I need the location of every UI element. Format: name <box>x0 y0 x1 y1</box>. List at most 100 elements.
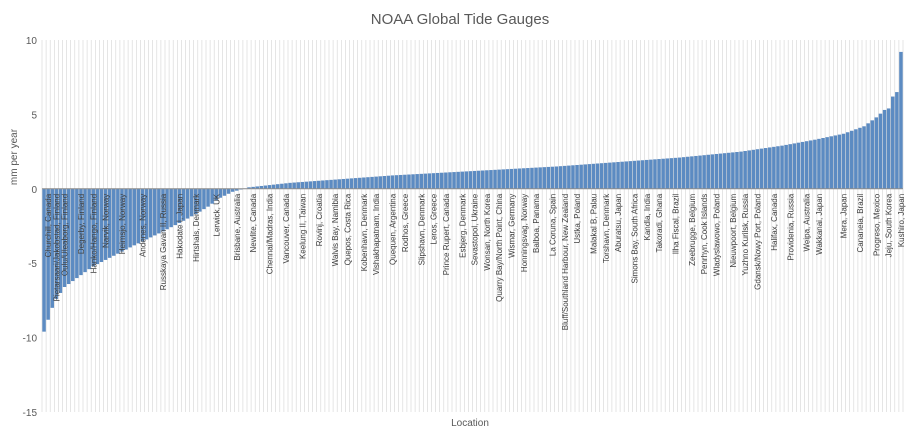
bar <box>173 188 177 226</box>
bar <box>870 120 874 189</box>
bar <box>79 188 83 276</box>
bar <box>144 188 149 240</box>
bar <box>608 162 612 189</box>
bar <box>591 163 596 189</box>
bar <box>620 161 624 189</box>
x-tick-label: Heimsjo, Norway <box>118 194 127 254</box>
bar <box>751 149 756 189</box>
bar <box>103 188 108 260</box>
x-tick-label: Vishakhapatnam, India <box>372 193 381 275</box>
bar <box>489 170 493 189</box>
bar <box>735 151 739 189</box>
x-tick-label: Leros, Greece <box>430 193 439 244</box>
bar <box>435 172 440 189</box>
bar <box>743 151 747 189</box>
bar <box>177 188 182 224</box>
bar <box>522 168 526 189</box>
y-tick-labels: 10 5 0 -5 -10 -15 <box>23 36 38 419</box>
bar <box>509 168 514 189</box>
x-tick-label: Mera, Japan <box>840 194 849 238</box>
bar <box>776 146 780 189</box>
bar <box>378 176 382 189</box>
bar <box>714 153 719 189</box>
bar <box>42 188 46 332</box>
bar <box>694 155 698 189</box>
bar <box>247 187 251 189</box>
bar <box>845 132 850 189</box>
bar <box>534 167 538 189</box>
bar <box>768 147 772 189</box>
bar <box>46 188 50 320</box>
bar <box>91 188 95 267</box>
y-tick-label: -5 <box>28 259 37 270</box>
bar <box>230 188 235 192</box>
bar <box>382 176 387 189</box>
x-tick-label: Prince Rupert, Canada <box>442 193 451 275</box>
bar <box>784 144 788 189</box>
bar <box>677 157 682 189</box>
bar <box>263 185 268 189</box>
x-tick-label: Cananeia, Brazil <box>856 194 865 253</box>
x-tick-label: Yuzhno Kurilsk, Russia <box>741 193 750 275</box>
x-tick-label: Progreso, Mexico <box>872 193 881 256</box>
x-tick-label: Wladyslawowo, Poland <box>712 194 721 276</box>
bar <box>452 172 456 189</box>
bar <box>829 136 833 189</box>
x-tick-label: Lerwick, UK <box>212 193 221 236</box>
bar <box>161 188 165 232</box>
x-tick-label: Hanko/Hango, Finland <box>89 194 98 274</box>
bar <box>280 183 284 189</box>
bar <box>804 141 809 189</box>
x-tick-label: La Coruna, Spain <box>548 194 557 256</box>
bar <box>407 174 411 189</box>
bar <box>854 129 858 189</box>
x-tick-label: Balboa, Panama <box>532 193 541 253</box>
bar <box>673 157 678 189</box>
bar <box>505 169 510 189</box>
bar <box>83 188 87 273</box>
bar <box>300 181 305 189</box>
x-tick-label: Rodhos, Greece <box>401 193 410 252</box>
x-tick-label: Quequen, Argentina <box>389 193 398 265</box>
bar <box>341 178 346 189</box>
bar <box>366 177 370 189</box>
bar <box>431 173 436 189</box>
bar <box>189 188 194 217</box>
bar <box>337 179 341 189</box>
bar <box>681 157 686 189</box>
bar <box>308 181 313 189</box>
bar <box>722 153 727 189</box>
bar <box>763 148 768 189</box>
bar <box>501 169 505 189</box>
bar <box>538 167 542 189</box>
bar <box>120 188 124 252</box>
bar <box>399 174 403 189</box>
x-tick-label: Wismar, Germany <box>507 194 516 258</box>
x-tick-label: Aburatsu, Japan <box>614 194 623 252</box>
bar <box>71 188 75 282</box>
x-tick-label: Bluff/Southland Harbour, New Zealand <box>561 194 570 330</box>
x-axis-label: Location <box>451 418 489 429</box>
bar <box>107 188 112 258</box>
bar <box>825 137 829 189</box>
bar <box>128 188 132 248</box>
bar <box>423 173 428 189</box>
bar <box>587 164 592 189</box>
bar <box>517 168 522 189</box>
bar <box>686 156 690 189</box>
bar <box>415 174 419 189</box>
bar <box>780 145 784 189</box>
x-tick-label: Pietarsaari/Jakobstad, Finland <box>52 194 61 302</box>
bar <box>481 170 485 189</box>
bar <box>206 188 210 207</box>
x-tick-labels: Churchill, Canada Pietarsaari/Jakobstad, … <box>44 193 906 330</box>
bar <box>157 188 161 234</box>
bar <box>669 158 674 189</box>
x-tick-label: Penrhyn, Cook Islands <box>700 194 709 274</box>
x-tick-label: Gdansk/Nowy Port, Poland <box>753 194 762 290</box>
bar <box>394 175 399 189</box>
bar <box>403 174 407 189</box>
bar <box>284 183 288 189</box>
x-tick-label: Ustka, Poland <box>573 194 582 244</box>
